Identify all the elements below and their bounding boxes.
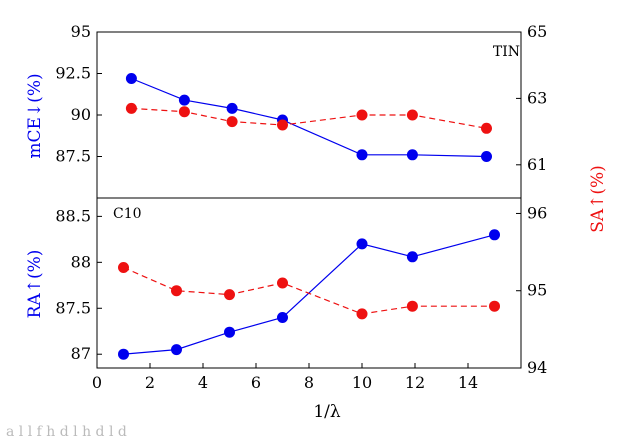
bottom-series-right-point [224, 289, 235, 301]
top-series-right-point [356, 109, 368, 121]
bottom-left-axis-label: RA↑(%) [25, 250, 45, 319]
x-axis-label: 1/λ [313, 402, 341, 422]
bottom-left-tick-label: 88 [71, 252, 91, 271]
bottom-series-left-point [356, 238, 368, 250]
top-series-right-point [226, 116, 238, 128]
bottom-left-tick-label: 87 [71, 344, 91, 363]
bottom-right-tick-label: 96 [527, 203, 547, 222]
top-series-right-point [178, 106, 190, 118]
bottom-right-tick-label: 95 [527, 281, 547, 300]
top-series-right-point [277, 119, 288, 131]
bottom-series-right-point [171, 285, 182, 297]
bottom-right-tick-label: 94 [527, 358, 547, 377]
top-left-tick-label: 95 [71, 22, 91, 41]
x-tick-label: 12 [405, 373, 425, 392]
top-series-left-point [178, 94, 190, 106]
top-series-left-point [125, 73, 137, 84]
bottom-series-left-point [277, 312, 288, 323]
top-series-left-point [481, 151, 492, 162]
bottom-series-right-point [277, 277, 288, 289]
bottom-series-left-point [224, 326, 235, 338]
top-panel-frame [96, 31, 522, 199]
x-tick-label: 4 [198, 373, 208, 392]
top-left-tick-label: 92.5 [55, 64, 91, 83]
bottom-panel-frame [96, 197, 522, 369]
bottom-panel-title: C10 [113, 206, 142, 222]
bottom-series-left-point [118, 348, 129, 360]
top-series-right-point [481, 122, 492, 134]
x-tick-label: 8 [304, 373, 314, 392]
top-series-right-point [125, 102, 137, 114]
top-right-tick-label: 65 [527, 22, 547, 41]
x-tick-label: 0 [92, 373, 102, 392]
bottom-series-left-point [489, 229, 500, 241]
bottom-left-tick-label: 87.5 [55, 298, 91, 317]
top-series-left-line [131, 77, 487, 158]
bottom-series-left-point [171, 344, 182, 356]
bottom-series-right-point [118, 262, 129, 273]
bottom-series-right-point [406, 300, 418, 312]
top-series-left-point [226, 102, 238, 114]
caption-fragment: a l l f h d l h d l d [6, 424, 127, 438]
top-panel-title: TIN [493, 44, 520, 60]
top-left-axis-label: mCE↓(%) [25, 73, 45, 158]
top-right-tick-label: 61 [527, 155, 547, 174]
top-series-right-point [406, 109, 418, 121]
x-tick-label: 2 [145, 373, 155, 392]
top-series-left-point [356, 149, 368, 161]
x-tick-label: 10 [352, 373, 372, 392]
top-left-tick-label: 87.5 [55, 147, 91, 166]
x-tick-label: 6 [251, 373, 261, 392]
top-left-tick-label: 90 [71, 105, 91, 124]
bottom-left-tick-label: 88.5 [55, 206, 91, 225]
bottom-series-left-point [406, 251, 418, 263]
right-axis-label: SA↑(%) [588, 165, 608, 233]
bottom-series-right-point [356, 308, 368, 320]
bottom-series-right-point [489, 300, 500, 312]
x-tick-label: 14 [458, 373, 478, 392]
top-right-tick-label: 63 [527, 88, 547, 107]
top-series-left-point [406, 149, 418, 161]
